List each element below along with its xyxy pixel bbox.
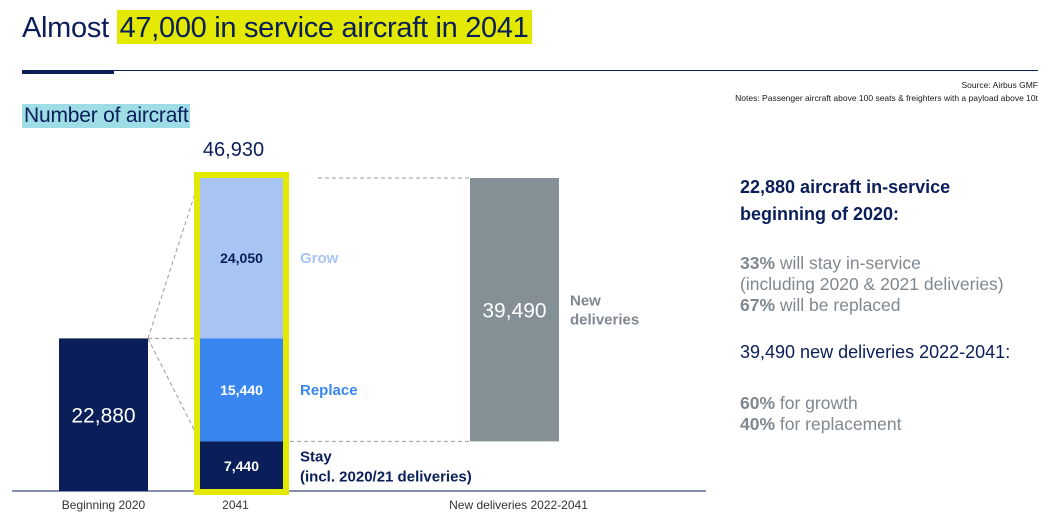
stat-stay-sub: (including 2020 & 2021 deliveries) xyxy=(740,274,1004,294)
side-heading-2: 39,490 new deliveries 2022-2041: xyxy=(740,342,1011,362)
stat-replacement-value: 40% xyxy=(740,414,776,434)
title-prefix: Almost xyxy=(22,12,117,44)
stat-replace-text: will be replaced xyxy=(775,295,901,315)
stat-stay-text: will stay in-service xyxy=(775,253,921,273)
stat-growth-value: 60% xyxy=(740,393,776,413)
bar-2041-stay xyxy=(200,441,283,491)
x-tick-2041: 2041 xyxy=(222,498,249,512)
bar-label-new-deliveries: 39,490 xyxy=(482,300,546,323)
chart-area: 22,880 24,050 15,440 7,440 46,930 Grow Replace… xyxy=(12,139,706,512)
source-note: Source: Airbus GMF xyxy=(961,80,1038,90)
notes-text: Notes: Passenger aircraft above 100 seat… xyxy=(735,93,1038,103)
stat-growth-text: for growth xyxy=(775,393,858,413)
segment-label-stay: 7,440 xyxy=(224,458,259,474)
total-label-2041: 46,930 xyxy=(203,139,264,161)
x-tick-new-deliveries: New deliveries 2022-2041 xyxy=(449,498,588,512)
series-name-stay: Stay xyxy=(300,448,332,465)
bar-new-deliveries xyxy=(470,178,559,442)
side-heading-1: 22,880 aircraft in-service beginning of … xyxy=(740,174,950,228)
side-stats-1: 33% will stay in-service (including 2020… xyxy=(740,253,1004,316)
bar-2041-replace xyxy=(200,338,283,442)
title-divider-accent xyxy=(22,70,114,74)
page-title: Almost 47,000 in service aircraft in 204… xyxy=(22,10,532,45)
series-name-new-sub: deliveries xyxy=(570,312,639,329)
series-name-stay-sub: (incl. 2020/21 deliveries) xyxy=(300,468,472,485)
side-heading-1-line2: beginning of 2020: xyxy=(740,204,900,224)
series-name-replace: Replace xyxy=(300,382,358,399)
stat-replace-value: 67% xyxy=(740,295,776,315)
stat-stay-value: 33% xyxy=(740,253,776,273)
bar-2041-grow xyxy=(200,178,283,339)
title-divider xyxy=(22,70,1038,71)
bar-label-beginning-2020: 22,880 xyxy=(71,405,135,428)
series-name-grow: Grow xyxy=(300,250,339,267)
segment-label-replace: 15,440 xyxy=(220,382,263,398)
series-name-new: New xyxy=(570,293,601,310)
segment-label-grow: 24,050 xyxy=(220,250,263,266)
chart-subtitle: Number of aircraft xyxy=(22,104,191,128)
connector-lower xyxy=(147,338,201,442)
stat-replacement-text: for replacement xyxy=(775,414,902,434)
connector-upper xyxy=(147,177,201,339)
bar-beginning-2020 xyxy=(59,338,148,491)
side-heading-1-line1: 22,880 aircraft in-service xyxy=(740,177,951,197)
title-highlight: 47,000 in service aircraft in 2041 xyxy=(116,10,532,44)
bar-2041-highlight xyxy=(194,172,289,495)
side-stats-2: 60% for growth 40% for replacement xyxy=(740,393,901,435)
x-tick-beginning-2020: Beginning 2020 xyxy=(62,498,146,512)
